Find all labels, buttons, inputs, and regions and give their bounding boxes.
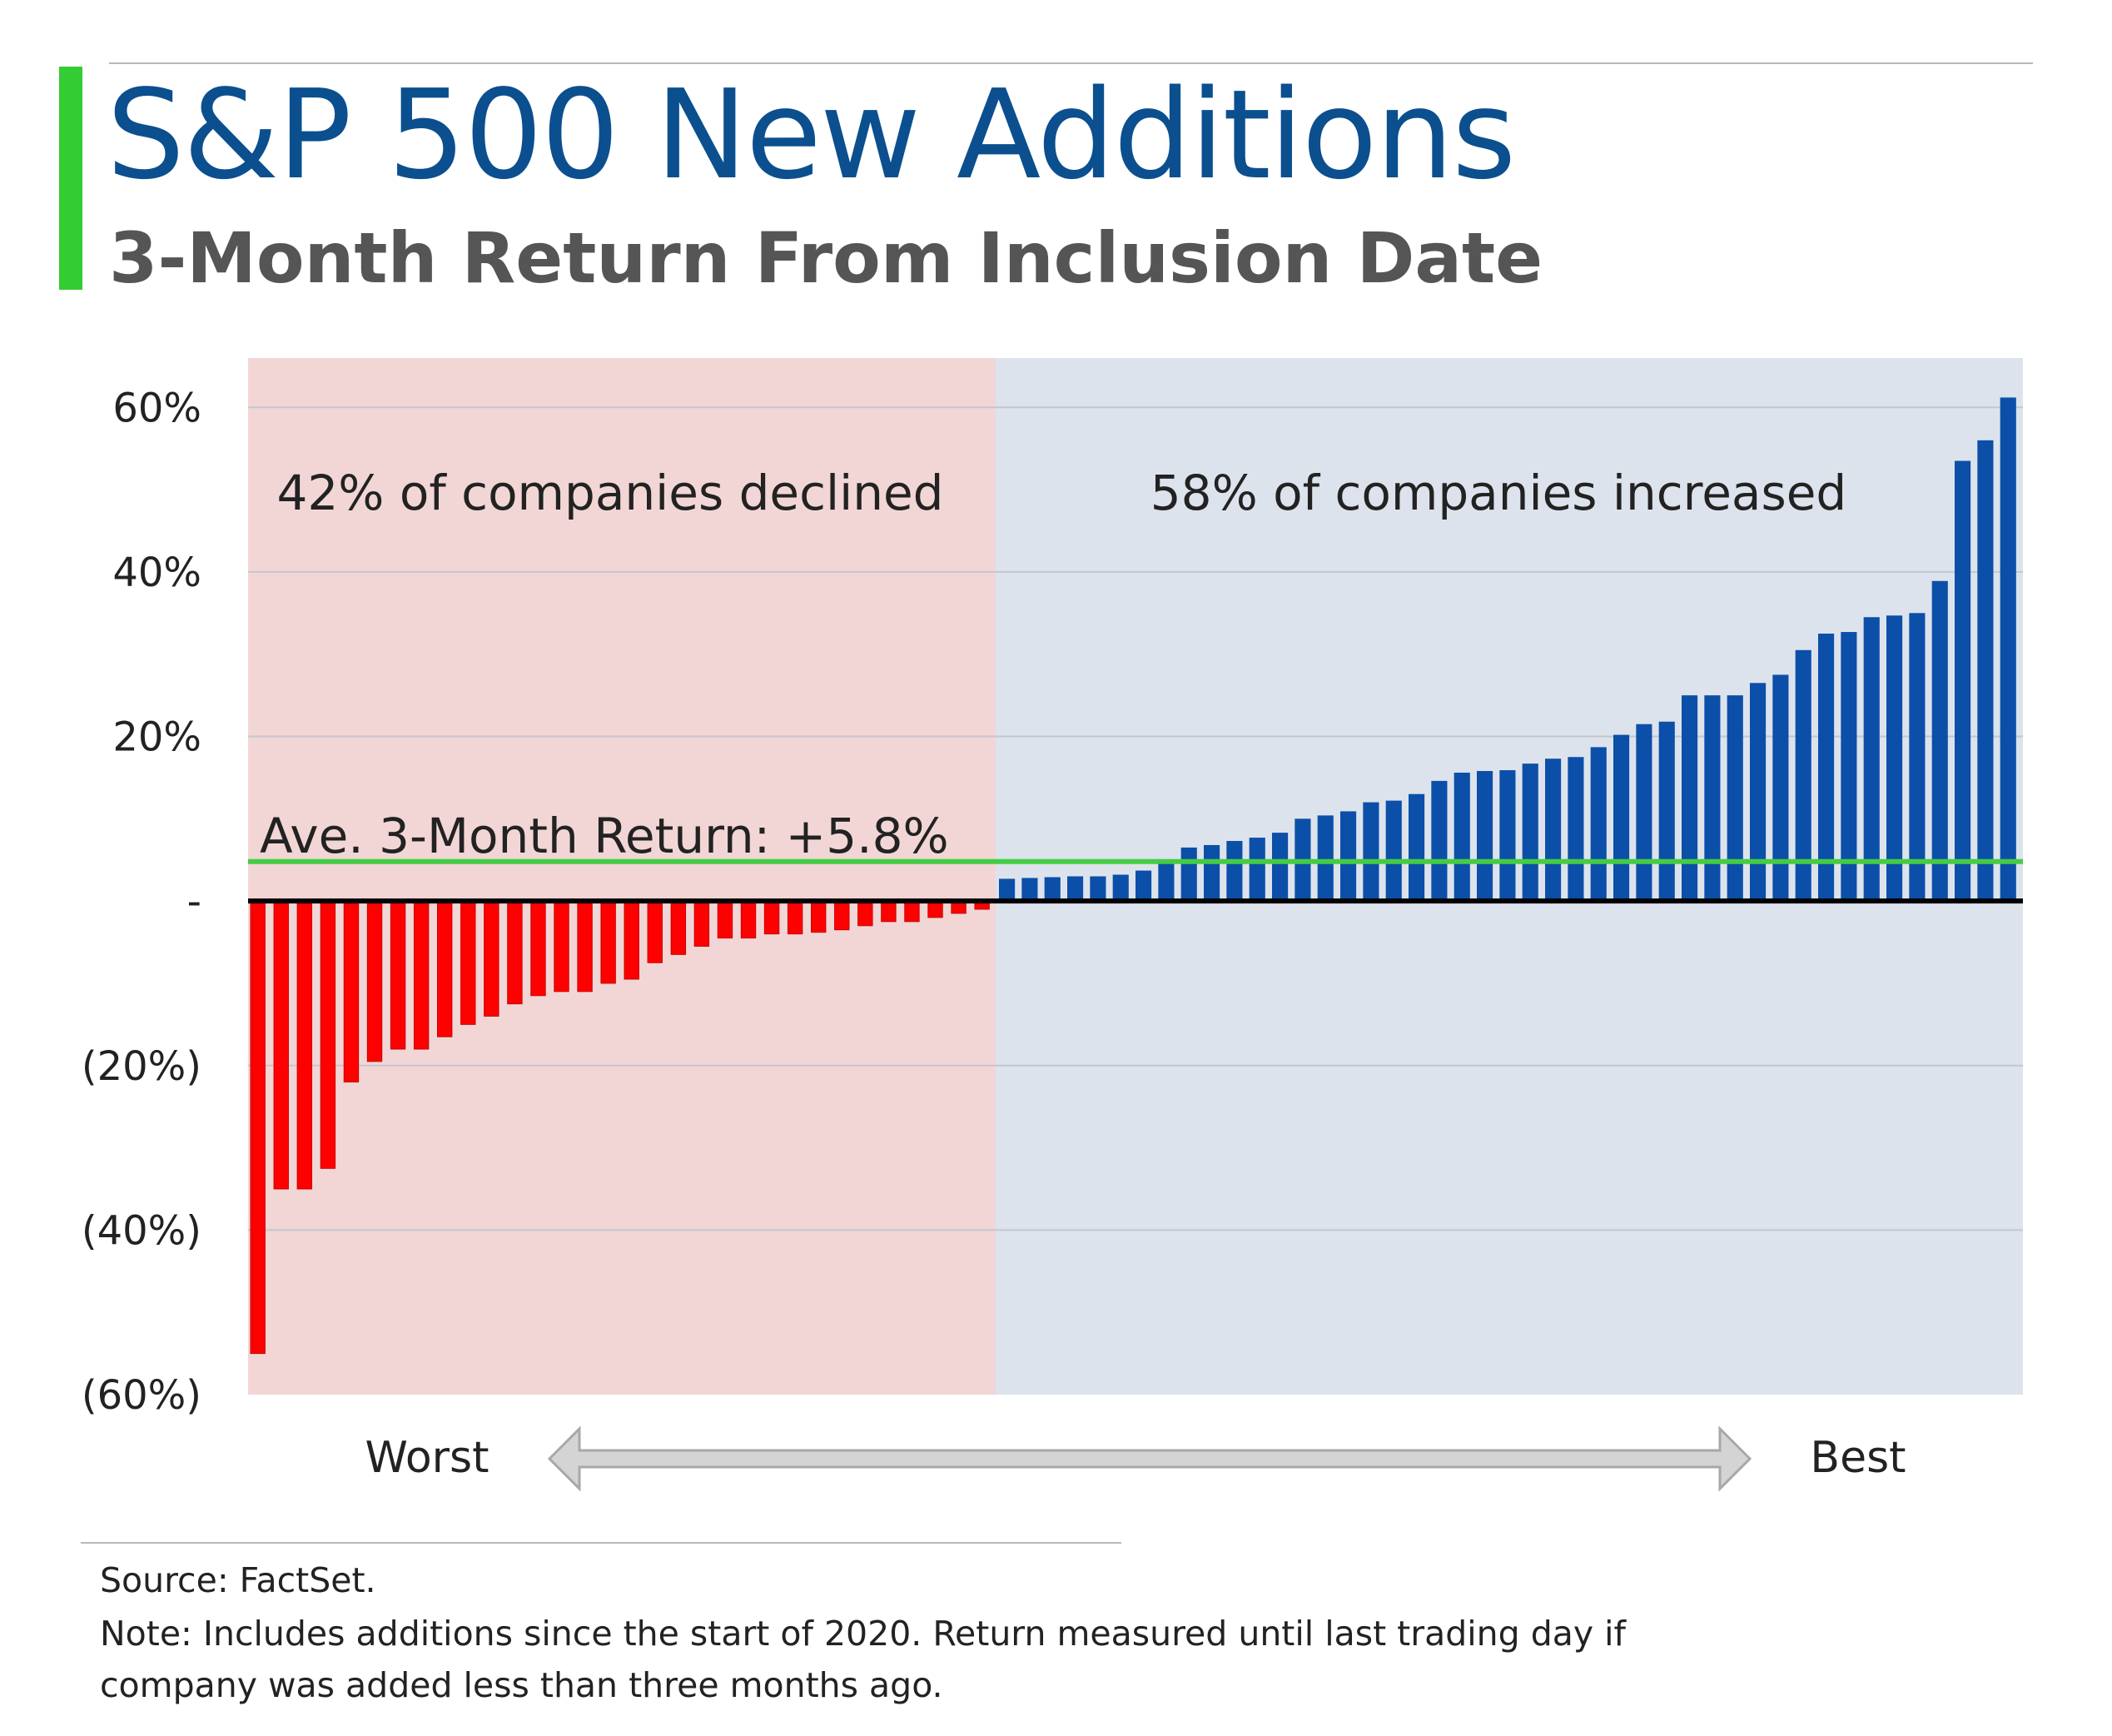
bar-negative <box>904 900 920 923</box>
bar-negative <box>647 900 663 963</box>
worst-label: Worst <box>365 1433 489 1483</box>
bar-positive <box>1249 838 1265 902</box>
y-axis-labels: 60% 40% 20% - (20%) (40%) (60%) <box>82 385 201 1419</box>
bar-negative <box>343 900 360 1083</box>
bar-positive <box>1658 721 1675 902</box>
negative-region-background <box>248 358 996 1395</box>
chart-title: S&P 500 New Additions <box>107 63 1516 206</box>
bar-negative <box>460 900 476 1025</box>
bar-negative <box>296 900 313 1190</box>
bar-negative <box>320 900 336 1169</box>
best-label: Best <box>1810 1433 1906 1483</box>
bar-positive <box>1795 649 1811 902</box>
bar-negative <box>834 900 850 931</box>
top-rule <box>109 62 2033 64</box>
bar-positive <box>1955 460 1971 902</box>
bar-positive <box>1044 877 1061 902</box>
bar-positive <box>1931 580 1948 902</box>
source-note: Source: FactSet. <box>100 1560 376 1600</box>
bar-negative <box>366 900 383 1062</box>
bar-positive <box>1909 613 1926 902</box>
worst-to-best-arrow <box>547 1425 1752 1492</box>
bar-positive <box>1863 617 1880 902</box>
bar-positive <box>1818 634 1835 902</box>
note-line-2: company was added less than three months… <box>100 1665 943 1705</box>
bar-negative <box>600 900 616 984</box>
bar-positive <box>1409 793 1425 902</box>
bar-negative <box>670 900 687 955</box>
bar-positive <box>1499 770 1516 902</box>
bar-negative <box>273 900 289 1190</box>
bar-positive <box>1772 674 1789 902</box>
bar-positive <box>1704 695 1721 902</box>
average-label: Ave. 3-Month Return: +5.8% <box>260 808 949 864</box>
bar-positive <box>1750 683 1767 902</box>
bar-positive <box>1340 811 1357 902</box>
bar-positive <box>1112 874 1129 902</box>
y-tick-label: (60%) <box>82 1372 201 1419</box>
bar-negative <box>811 900 827 933</box>
bar-positive <box>1431 780 1448 902</box>
bar-negative <box>577 900 593 992</box>
y-tick-label: 20% <box>112 714 201 761</box>
bar-positive <box>2000 397 2016 902</box>
bar-positive <box>1636 724 1652 902</box>
bar-negative <box>437 900 453 1037</box>
chart: 60% 40% 20% - (20%) (40%) (60%) 42% of compani… <box>82 358 2023 1492</box>
bar-negative <box>484 900 499 1017</box>
bar-positive <box>1682 695 1698 902</box>
y-tick-label: 40% <box>112 550 201 596</box>
bar-negative <box>530 900 546 997</box>
bar-positive <box>1180 847 1197 902</box>
bar-negative <box>881 900 897 923</box>
bar-positive <box>1590 747 1607 902</box>
positive-region-label: 58% of companies increased <box>1150 465 1846 521</box>
bar-positive <box>1136 870 1152 902</box>
bar-positive <box>1021 878 1038 902</box>
bar-positive <box>1977 440 1994 902</box>
bar-negative <box>554 900 569 992</box>
bar-positive <box>999 878 1016 902</box>
bar-positive <box>1454 773 1470 902</box>
bar-positive <box>1363 802 1379 902</box>
bar-positive <box>1090 876 1106 902</box>
bar-positive <box>1067 876 1084 902</box>
bar-negative <box>413 900 430 1050</box>
bar-positive <box>1158 863 1175 902</box>
bar-negative <box>740 900 757 939</box>
bar-negative <box>250 900 266 1355</box>
bar-negative <box>624 900 639 980</box>
y-tick-label: - <box>187 878 201 925</box>
bar-positive <box>1613 734 1630 902</box>
y-tick-label: (40%) <box>82 1207 201 1254</box>
accent-bar <box>59 67 82 290</box>
footer-rule <box>81 1542 1121 1544</box>
bar-negative <box>507 900 523 1005</box>
bar-positive <box>1841 632 1857 902</box>
bar-negative <box>693 900 710 947</box>
negative-region-label: 42% of companies declined <box>276 465 943 521</box>
y-tick-label: (20%) <box>82 1043 201 1090</box>
bar-positive <box>1727 695 1743 902</box>
bar-negative <box>787 900 803 935</box>
bar-positive <box>1886 615 1903 902</box>
bar-negative <box>717 900 733 939</box>
bar-positive <box>1545 759 1562 902</box>
bar-positive <box>1272 833 1289 902</box>
y-tick-label: 60% <box>112 385 201 431</box>
bar-positive <box>1204 844 1220 902</box>
bar-positive <box>1317 815 1334 902</box>
bar-negative <box>390 900 406 1050</box>
bar-positive <box>1385 800 1402 902</box>
bar-positive <box>1522 764 1538 902</box>
bar-negative <box>857 900 873 927</box>
bar-negative <box>763 900 780 935</box>
bar-positive <box>1477 771 1493 902</box>
chart-subtitle: 3-Month Return From Inclusion Date <box>109 217 1543 299</box>
note-line-1: Note: Includes additions since the start… <box>100 1614 1626 1654</box>
bar-positive <box>1568 757 1584 902</box>
bar-positive <box>1226 841 1243 902</box>
